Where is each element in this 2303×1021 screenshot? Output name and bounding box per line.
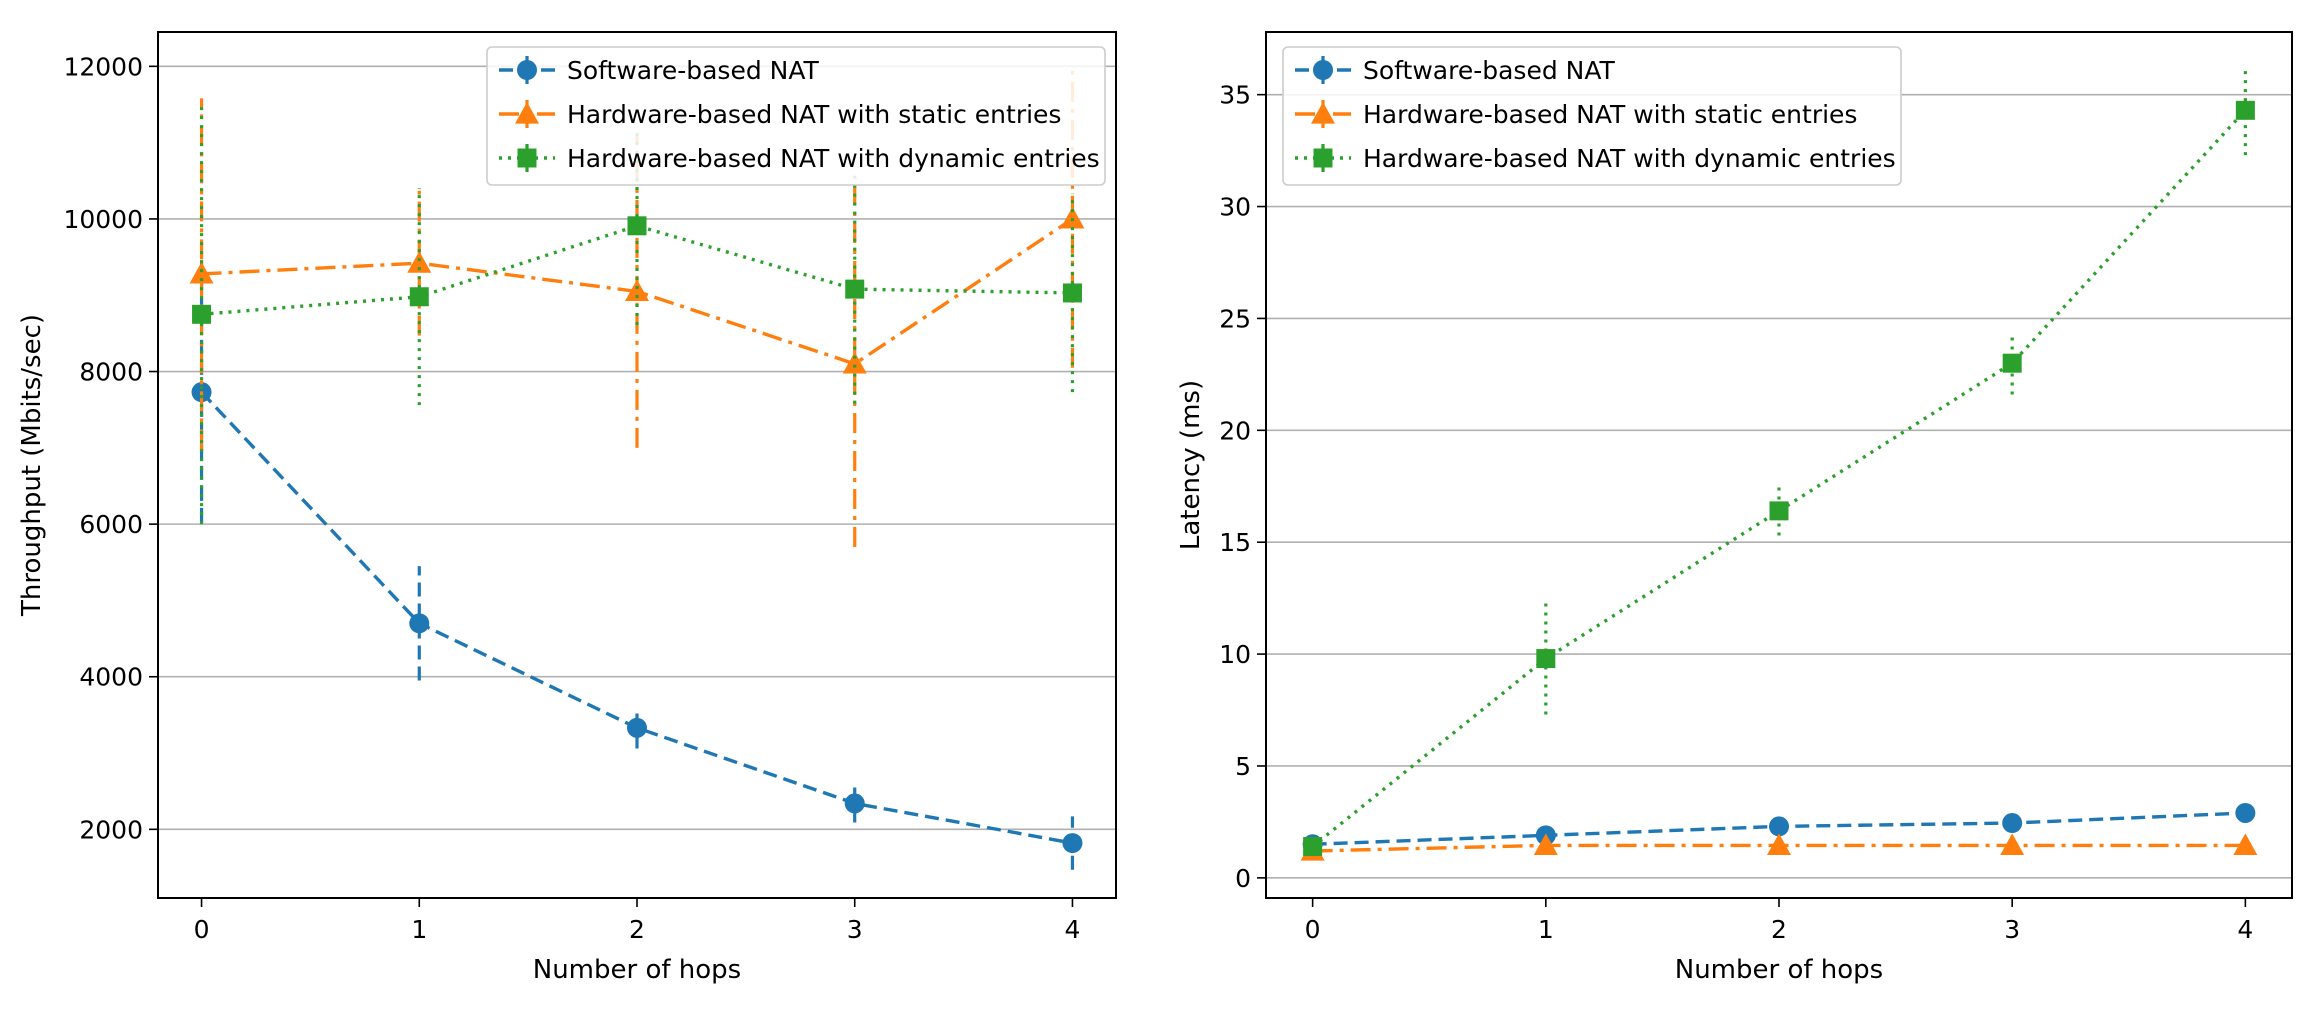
x-tick-label: 4: [1065, 915, 1081, 944]
data-point: [1060, 206, 1085, 229]
x-tick-label: 2: [1771, 915, 1787, 944]
x-tick-label: 1: [411, 915, 427, 944]
x-tick-label: 1: [1538, 915, 1554, 944]
legend: Software-based NAT Hardware-based NAT wit…: [1282, 46, 1902, 186]
data-point: [2002, 353, 2022, 373]
legend-label: Software-based NAT: [1363, 56, 1615, 85]
x-tick-label: 2: [629, 915, 645, 944]
legend-label: Hardware-based NAT with static entries: [567, 100, 1061, 129]
legend-item: Hardware-based NAT with dynamic entries: [1295, 144, 1896, 173]
legend-box: [1282, 46, 1902, 186]
data-point: [1062, 283, 1082, 303]
legend-item: Software-based NAT: [499, 56, 819, 85]
data-point: [625, 279, 649, 302]
data-point: [2235, 100, 2255, 120]
legend-marker: [1311, 102, 1335, 124]
y-tick-label: 4000: [79, 663, 143, 692]
data-point: [409, 287, 429, 307]
data-point: [844, 793, 865, 814]
x-axis-label: Number of hops: [533, 955, 741, 985]
x-axis-label: Number of hops: [1675, 955, 1883, 985]
data-point: [1769, 501, 1789, 521]
data-point: [1062, 833, 1083, 854]
legend-marker: [1313, 60, 1333, 80]
throughput-chart: 2000 4000 6000 8000 10000 12000 0 1 2 3 4 Number of…: [17, 31, 1117, 985]
series-2: [192, 104, 1082, 525]
legend-box: [486, 46, 1106, 186]
data-point: [192, 304, 212, 324]
data-point: [627, 216, 647, 236]
series-line: [1311, 109, 2247, 848]
y-tick-label: 2000: [79, 815, 143, 844]
y-tick-label: 20: [1219, 416, 1251, 445]
y-tick-label: 25: [1219, 304, 1251, 333]
legend-marker: [515, 102, 539, 124]
legend-item: Hardware-based NAT with static entries: [499, 100, 1061, 129]
data-point: [842, 351, 867, 374]
legend-label: Hardware-based NAT with dynamic entries: [1363, 144, 1896, 173]
data-point: [1767, 833, 1791, 856]
y-tick-label: 10000: [63, 205, 143, 234]
x-tick-label: 0: [1305, 915, 1321, 944]
y-tick-label: 30: [1219, 193, 1251, 222]
series-2: [1303, 65, 2255, 857]
y-axis-label: Throughput (Mbits/sec): [17, 314, 47, 617]
data-point: [627, 717, 647, 738]
series-1: [1300, 833, 2258, 861]
data-point: [1536, 649, 1556, 669]
x-tick-label: 3: [847, 915, 863, 944]
x-tick-label: 4: [2237, 915, 2253, 944]
data-point: [1533, 833, 1558, 856]
data-point: [409, 613, 430, 634]
y-tick-label: 6000: [79, 510, 143, 539]
legend-item: Software-based NAT: [1295, 56, 1615, 85]
y-tick-label: 5: [1235, 752, 1251, 781]
x-tick-label: 0: [194, 915, 210, 944]
legend-item: Hardware-based NAT with static entries: [1295, 100, 1857, 129]
data-point: [1303, 837, 1323, 857]
y-axis-label: Latency (ms): [1176, 380, 1206, 550]
data-point: [2233, 833, 2258, 856]
y-tick-label: 12000: [63, 52, 143, 81]
legend-label: Hardware-based NAT with static entries: [1363, 100, 1857, 129]
y-tick-label: 0: [1235, 864, 1251, 893]
latency-chart: 0 5 10 15 20 25 30 35 0 1 2 3 4 Number of hops Latency…: [1176, 31, 2293, 985]
data-point: [407, 251, 432, 273]
y-tick-label: 35: [1219, 81, 1251, 110]
legend: Software-based NAT Hardware-based NAT wit…: [486, 46, 1106, 186]
series-line: [201, 224, 1073, 317]
y-tick-label: 8000: [79, 358, 143, 387]
data-point: [189, 261, 214, 284]
data-point: [1769, 816, 1789, 837]
x-tick-label: 3: [2004, 915, 2020, 944]
data-point: [2002, 813, 2023, 834]
y-tick-label: 15: [1219, 528, 1251, 557]
legend-label: Hardware-based NAT with dynamic entries: [567, 144, 1100, 173]
legend-marker: [517, 60, 537, 80]
data-point: [845, 279, 865, 299]
data-point: [2235, 802, 2256, 823]
y-tick-label: 10: [1219, 640, 1251, 669]
legend-marker: [1313, 148, 1333, 168]
legend-label: Software-based NAT: [567, 56, 819, 85]
data-point: [2000, 833, 2025, 856]
legend-item: Hardware-based NAT with dynamic entries: [499, 144, 1100, 173]
legend-marker: [517, 148, 537, 168]
series-line: [200, 390, 1073, 845]
